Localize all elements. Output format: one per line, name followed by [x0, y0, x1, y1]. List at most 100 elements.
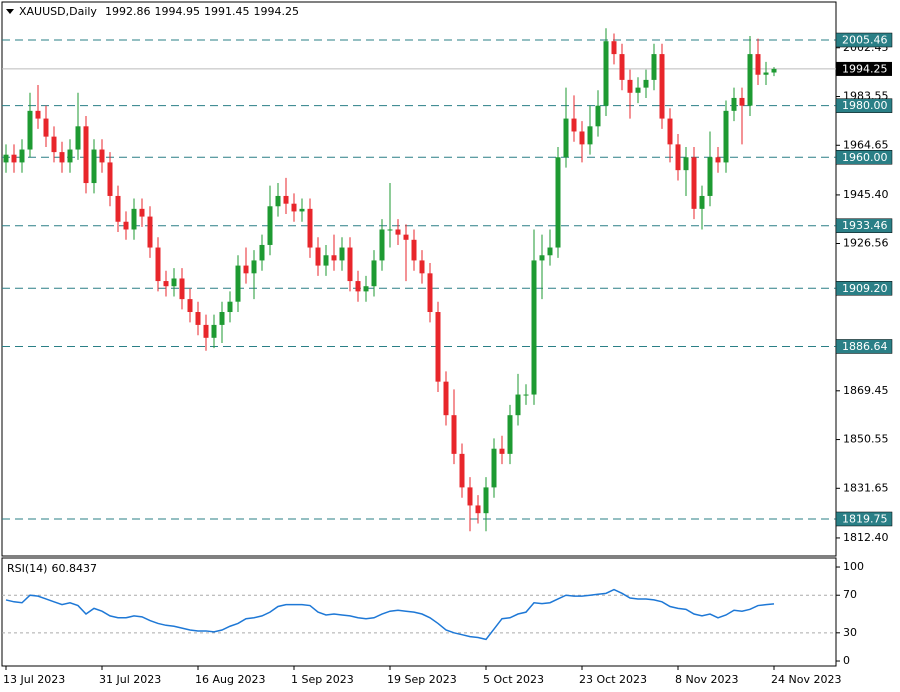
candle-body	[147, 216, 153, 248]
candle-body	[659, 54, 665, 119]
candle-body	[747, 54, 753, 106]
rsi-panel-frame	[1, 557, 837, 667]
candle-body	[611, 41, 617, 55]
y-tick-label: 1812.40	[843, 531, 889, 544]
candle-body	[475, 505, 481, 514]
candle-body	[99, 149, 105, 163]
candle-body	[163, 281, 169, 287]
candle-body	[651, 54, 657, 80]
price-panel-frame	[1, 1, 837, 557]
candle-body	[243, 265, 249, 274]
candle-body	[211, 324, 217, 338]
x-tick-label: 23 Oct 2023	[579, 673, 647, 686]
candle-body	[643, 79, 649, 88]
candle-body	[75, 126, 81, 150]
candle-body	[27, 110, 33, 150]
candle-body	[547, 247, 553, 256]
candle-body	[459, 453, 465, 488]
level-label: 2005.46	[842, 34, 888, 47]
candle-body	[339, 247, 345, 261]
candle-body	[355, 281, 361, 292]
level-label-box	[835, 150, 893, 165]
x-tick-label: 13 Jul 2023	[3, 673, 65, 686]
level-label: 1980.00	[842, 99, 888, 112]
candle-body	[683, 157, 689, 171]
candle-body	[11, 154, 17, 163]
candle-body	[363, 286, 369, 292]
candle-body	[267, 206, 273, 245]
open-value: 1992.86	[105, 5, 151, 18]
candle-body	[251, 260, 257, 274]
candle-body	[235, 265, 241, 302]
candle-body	[595, 105, 601, 127]
symbol-menu-arrow[interactable]	[6, 9, 14, 14]
candle-body	[627, 79, 633, 93]
candle-body	[155, 247, 161, 282]
candle-body	[707, 157, 713, 196]
candle-body	[51, 136, 57, 153]
candle-body	[291, 203, 297, 212]
candle-body	[347, 247, 353, 282]
candle-body	[67, 149, 73, 163]
candle-body	[427, 273, 433, 313]
level-label-box	[835, 511, 893, 527]
level-label-box	[835, 32, 893, 48]
candle-body	[555, 157, 561, 248]
candle-body	[739, 97, 745, 106]
rsi-line	[5, 588, 775, 641]
candle-body	[635, 87, 641, 93]
symbol: XAUUSD,Daily	[19, 5, 97, 18]
candle-body	[723, 110, 729, 163]
candle-body	[123, 221, 129, 230]
x-tick-label: 24 Nov 2023	[771, 673, 841, 686]
candle-body	[443, 381, 449, 416]
rsi-header: RSI(14) 60.8437	[7, 562, 97, 575]
candle-body	[563, 118, 569, 158]
y-tick-label: 0	[843, 654, 850, 667]
candle-body	[755, 54, 761, 75]
x-tick-label: 31 Jul 2023	[99, 673, 161, 686]
level-label: 1909.20	[842, 282, 888, 295]
candle-body	[219, 312, 225, 325]
candle-body	[227, 301, 233, 313]
candle-body	[115, 195, 121, 222]
candle-body	[451, 415, 457, 454]
y-tick-label: 70	[843, 588, 857, 601]
candle-body	[19, 149, 25, 163]
candle-body	[299, 208, 305, 212]
last-price-label: 1994.25	[842, 62, 888, 75]
candle-body	[387, 229, 393, 231]
x-tick-label: 1 Sep 2023	[291, 673, 354, 686]
candle-body	[395, 229, 401, 235]
y-tick-label: 1964.65	[843, 138, 889, 151]
candle-body	[539, 255, 545, 261]
x-tick-label: 16 Aug 2023	[195, 673, 265, 686]
candle-body	[571, 118, 577, 132]
level-label-box	[835, 98, 893, 113]
y-tick-label: 1831.65	[843, 481, 889, 494]
y-tick-label: 100	[843, 560, 864, 573]
candle-body	[699, 195, 705, 209]
candle-body	[171, 278, 177, 287]
candle-body	[203, 324, 209, 338]
candle-body	[507, 415, 513, 454]
candle-body	[531, 260, 537, 395]
candle-body	[675, 144, 681, 171]
candle-body	[619, 54, 625, 80]
level-label: 1933.46	[842, 219, 888, 232]
candle-body	[763, 72, 769, 75]
level-label: 1960.00	[842, 151, 888, 164]
candle-body	[371, 260, 377, 287]
candle-body	[435, 312, 441, 382]
candle-body	[579, 131, 585, 145]
y-tick-label: 30	[843, 626, 857, 639]
candle-body	[467, 487, 473, 506]
candle-body	[587, 126, 593, 145]
y-tick-label: 1869.45	[843, 384, 889, 397]
candle-body	[275, 195, 281, 207]
candle-body	[91, 149, 97, 184]
candle-body	[283, 195, 289, 204]
x-tick-label: 8 Nov 2023	[675, 673, 738, 686]
candle-body	[59, 152, 65, 163]
